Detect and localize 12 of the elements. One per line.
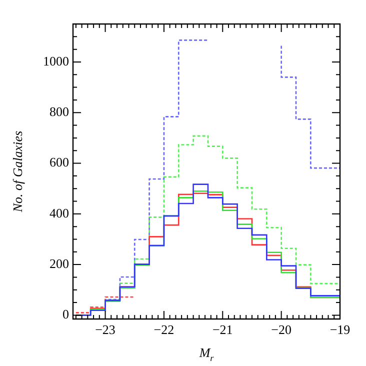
y-axis-title: No. of Galaxies <box>10 130 25 214</box>
x-tick-label: −19 <box>330 322 350 338</box>
y-tick-label: 400 <box>50 205 69 220</box>
y-tick-label: 200 <box>50 256 69 271</box>
y-tick-label: 600 <box>50 154 69 170</box>
x-tick-label: −21 <box>212 322 233 338</box>
y-tick-label: 0 <box>62 306 69 322</box>
x-tick-label: −22 <box>154 322 174 338</box>
x-tick-label: −23 <box>95 322 116 338</box>
y-tick-label: 800 <box>50 104 69 120</box>
y-tick-label: 1000 <box>43 53 69 68</box>
x-tick-label: −20 <box>271 322 292 338</box>
